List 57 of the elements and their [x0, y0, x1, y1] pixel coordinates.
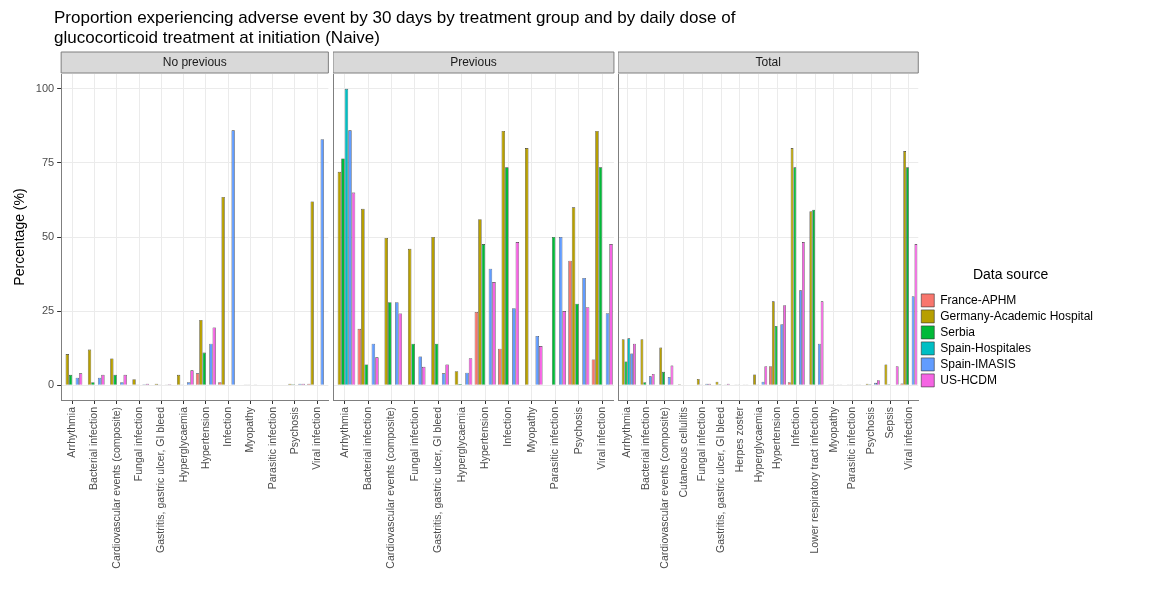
y-tick-label: 50	[41, 230, 55, 243]
x-tick-label: Infection	[501, 406, 514, 447]
chart-subtitle: Total	[755, 55, 781, 70]
x-tick-label: Parasitic infection	[265, 406, 278, 490]
x-tick-label: Parasitic infection	[548, 406, 561, 490]
x-tick-label: Sepsis	[883, 407, 896, 439]
x-tick-label: Fungal infection	[131, 406, 144, 482]
legend-label: Serbia	[940, 324, 976, 339]
y-tick-label: 0	[48, 378, 55, 391]
x-tick-label: Cardiovascular events (composite)	[109, 407, 122, 569]
x-tick-label: Cutaneous cellulitis	[676, 407, 689, 498]
x-tick-label: Fungal infection	[695, 406, 708, 482]
chart-subtitle: Previous	[450, 55, 497, 70]
x-tick-label: Cardiovascular events (composite)	[384, 407, 397, 569]
x-tick-label: Psychosis	[287, 407, 300, 455]
x-tick-label: Myopathy	[826, 406, 839, 453]
x-tick-label: Bacterial infection	[639, 406, 652, 490]
chart-subtitle: No previous	[162, 55, 227, 70]
y-tick-label: 25	[41, 304, 55, 317]
x-tick-label: Infection	[221, 406, 234, 447]
x-tick-label: Hypertension	[198, 406, 211, 469]
x-tick-label: Cardiovascular events (composite)	[657, 407, 670, 569]
legend-label: US-HCDM	[940, 372, 997, 387]
x-tick-label: Arrhythmia	[620, 406, 633, 458]
x-tick-label: Herpes zoster	[732, 406, 745, 473]
x-tick-label: Myopathy	[524, 406, 537, 453]
x-tick-label: Psychosis	[864, 407, 877, 455]
x-tick-label: Myopathy	[243, 406, 256, 453]
x-tick-label: Bacterial infection	[361, 406, 374, 490]
x-tick-label: Gastritis, gastric ulcer, GI bleed	[431, 406, 444, 553]
x-tick-label: Hyperglycaemia	[454, 406, 467, 483]
x-tick-label: Arrhythmia	[337, 406, 350, 458]
x-tick-label: Lower respiratory tract infection	[807, 406, 820, 554]
x-tick-label: Hypertension	[770, 406, 783, 469]
x-tick-label: Viral infection	[901, 406, 914, 470]
legend-label: France-APHM	[940, 292, 1017, 307]
x-tick-label: Gastritis, gastric ulcer, GI bleed	[154, 406, 167, 553]
x-tick-label: Hyperglycaemia	[751, 406, 764, 483]
x-tick-label: Parasitic infection	[845, 406, 858, 490]
y-axis-title: Percentage (%)	[11, 188, 28, 286]
text: Proportion experiencing adverse event by 30 days by treatment group and by daily dose of glucocorticoid treatment at initiation (Naive)	[54, 8, 737, 48]
x-tick-label: Gastritis, gastric ulcer, GI bleed	[714, 406, 727, 553]
x-tick-label: Viral infection	[595, 406, 608, 470]
legend-label: Spain-IMASIS	[940, 356, 1016, 371]
legend-label: Germany-Academic Hospital	[940, 308, 1093, 323]
x-tick-label: Bacterial infection	[87, 406, 100, 490]
legend-title: Data source	[972, 265, 1049, 282]
x-tick-label: Fungal infection	[407, 406, 420, 482]
x-tick-label: Hyperglycaemia	[176, 406, 189, 483]
x-tick-label: Arrhythmia	[65, 406, 78, 458]
legend-label: Spain-Hospitales	[940, 340, 1031, 355]
x-tick-label: Viral infection	[310, 406, 323, 470]
y-tick-label: 100	[35, 81, 55, 94]
y-tick-label: 75	[41, 155, 55, 168]
x-tick-label: Hypertension	[478, 406, 491, 469]
x-tick-label: Psychosis	[571, 407, 584, 455]
x-tick-label: Infection	[789, 406, 802, 447]
